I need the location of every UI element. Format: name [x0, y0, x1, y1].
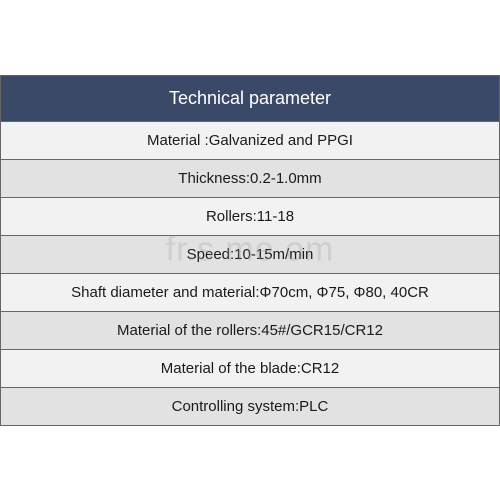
table-cell: Shaft diameter and material:Φ70cm, Φ75, … [1, 273, 500, 311]
table-row: Controlling system:PLC [1, 387, 500, 425]
table-row: Thickness:0.2-1.0mm [1, 159, 500, 197]
table-cell: Material of the rollers:45#/GCR15/CR12 [1, 311, 500, 349]
table-row: Material of the blade:CR12 [1, 349, 500, 387]
table-cell: Material :Galvanized and PPGI [1, 121, 500, 159]
table-row: Material of the rollers:45#/GCR15/CR12 [1, 311, 500, 349]
table-cell: Speed:10-15m/min [1, 235, 500, 273]
table-container: Technical parameter Material :Galvanized… [0, 75, 500, 426]
table-cell: Material of the blade:CR12 [1, 349, 500, 387]
table-row: Rollers:11-18 [1, 197, 500, 235]
technical-parameter-table: Technical parameter Material :Galvanized… [0, 75, 500, 426]
table-row: Speed:10-15m/min [1, 235, 500, 273]
table-cell: Rollers:11-18 [1, 197, 500, 235]
table-title: Technical parameter [1, 75, 500, 121]
table-cell: Thickness:0.2-1.0mm [1, 159, 500, 197]
table-row: Material :Galvanized and PPGI [1, 121, 500, 159]
table-cell: Controlling system:PLC [1, 387, 500, 425]
table-row: Shaft diameter and material:Φ70cm, Φ75, … [1, 273, 500, 311]
table-header-row: Technical parameter [1, 75, 500, 121]
